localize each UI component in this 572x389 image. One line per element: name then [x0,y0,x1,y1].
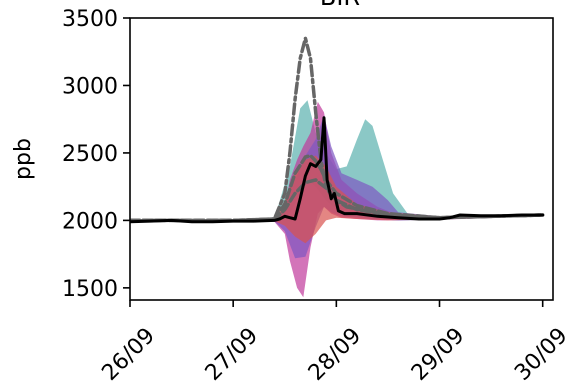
x-tick-label: 26/09 [97,323,160,386]
band-purple [130,115,543,259]
series-line-solid-3 [130,116,545,224]
y-tick-label: 1500 [62,277,118,302]
plot-frame [129,17,554,301]
y-tick-label: 3500 [62,7,118,32]
y-tick-label: 2000 [62,209,118,234]
y-tick-label: 2500 [62,142,118,167]
y-axis: 1500 2000 2500 3000 3500 [62,7,130,302]
y-tick-label: 3000 [62,74,118,99]
x-axis: 26/09 27/09 28/09 29/09 30/09 [97,300,572,386]
x-tick-label: 30/09 [510,323,572,386]
y-axis-label: ppb [11,138,36,180]
x-tick-label: 29/09 [407,323,470,386]
chart-title: BIR [320,0,360,11]
x-tick-label: 27/09 [201,323,264,386]
series-lines [130,36,545,224]
x-tick-label: 28/09 [304,323,367,386]
